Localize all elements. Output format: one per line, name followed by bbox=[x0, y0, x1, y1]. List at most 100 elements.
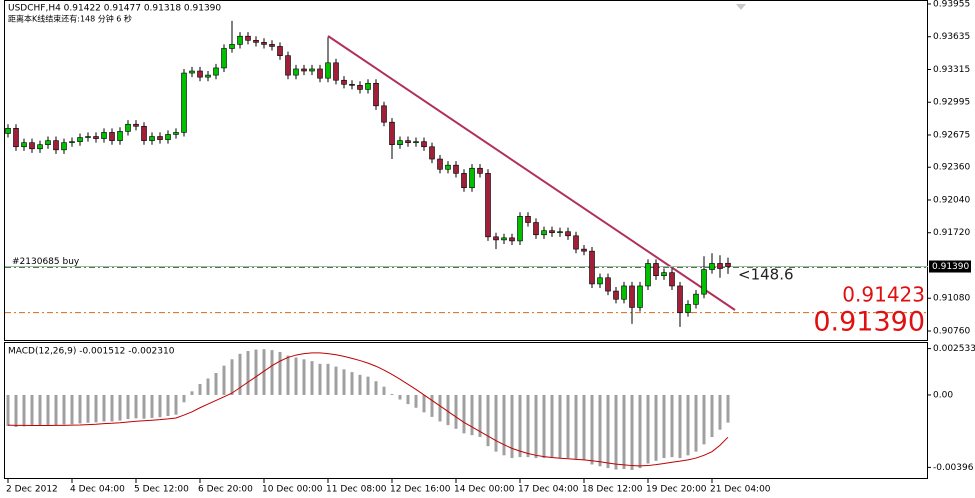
candle-body bbox=[469, 167, 475, 188]
candle-body bbox=[637, 285, 643, 308]
macd-bar bbox=[414, 394, 418, 408]
candle-body bbox=[533, 222, 539, 236]
macd-bar bbox=[550, 394, 554, 459]
macd-bar bbox=[262, 349, 266, 395]
candle-body bbox=[621, 285, 627, 300]
macd-bar bbox=[462, 394, 466, 434]
macd-bar bbox=[118, 394, 122, 421]
macd-bar bbox=[302, 359, 306, 395]
candle-body bbox=[269, 44, 275, 47]
candle-body bbox=[341, 79, 347, 85]
macd-bar bbox=[406, 394, 410, 405]
x-tick-label: 10 Dec 00:00 bbox=[262, 485, 323, 495]
macd-bar bbox=[398, 394, 402, 400]
macd-bar bbox=[86, 394, 90, 423]
macd-bar bbox=[246, 351, 250, 395]
macd-bar bbox=[574, 394, 578, 459]
y-tick-label: 0.93635 bbox=[933, 32, 970, 42]
macd-bar bbox=[326, 363, 330, 395]
macd-bar bbox=[38, 394, 42, 426]
y-tick-label: 0.90760 bbox=[933, 326, 970, 336]
macd-bar bbox=[422, 394, 426, 413]
macd-bar bbox=[470, 394, 474, 436]
x-tick-label: 12 Dec 16:00 bbox=[390, 485, 451, 495]
macd-bar bbox=[334, 366, 338, 395]
macd-bar bbox=[270, 350, 274, 395]
candle-body bbox=[661, 272, 667, 277]
macd-bar bbox=[350, 372, 354, 395]
x-tick-label: 18 Dec 12:00 bbox=[582, 485, 643, 495]
macd-bar bbox=[710, 394, 714, 438]
candle-body bbox=[717, 263, 723, 269]
candle-body bbox=[653, 263, 659, 277]
macd-bar bbox=[22, 394, 26, 427]
macd-bar bbox=[662, 394, 666, 459]
macd-bar bbox=[670, 394, 674, 458]
candle-body bbox=[37, 144, 43, 150]
macd-bar bbox=[294, 357, 298, 395]
candle-body bbox=[709, 263, 715, 270]
candle-body bbox=[117, 131, 123, 141]
x-tick-label: 14 Dec 00:00 bbox=[454, 485, 515, 495]
macd-bar bbox=[390, 394, 394, 395]
candle-body bbox=[61, 142, 67, 151]
price-annotation: 0.91423 bbox=[842, 283, 925, 307]
macd-bar bbox=[582, 394, 586, 460]
candle-body bbox=[317, 68, 323, 79]
y-tick-label: 0.92675 bbox=[933, 130, 970, 140]
macd-bar bbox=[678, 394, 682, 459]
macd-bar bbox=[78, 394, 82, 424]
macd-bar bbox=[654, 394, 658, 461]
candle-body bbox=[221, 48, 227, 69]
candle-body bbox=[381, 105, 387, 123]
macd-bar bbox=[534, 394, 538, 459]
candle-body bbox=[573, 235, 579, 250]
macd-bar bbox=[694, 394, 698, 452]
macd-bar bbox=[230, 359, 234, 395]
candle-body bbox=[261, 42, 267, 45]
macd-bar bbox=[382, 386, 386, 395]
candle-body bbox=[597, 277, 603, 285]
candle-body bbox=[589, 250, 595, 285]
macd-panel bbox=[4, 342, 928, 479]
candle-body bbox=[421, 141, 427, 148]
macd-bar bbox=[46, 394, 50, 426]
candle-body bbox=[429, 146, 435, 160]
macd-bar bbox=[494, 394, 498, 452]
candle-body bbox=[693, 293, 699, 305]
candle-body bbox=[125, 123, 131, 132]
candle-body bbox=[5, 128, 11, 134]
macd-bar bbox=[134, 394, 138, 419]
x-tick-label: 2 Dec 2012 bbox=[6, 485, 58, 495]
y-tick-label: -0.00396 bbox=[933, 463, 974, 473]
macd-bar bbox=[198, 383, 202, 395]
macd-bar bbox=[438, 394, 442, 422]
candle-body bbox=[477, 167, 483, 174]
candle-body bbox=[181, 72, 187, 133]
trend-line bbox=[327, 35, 736, 311]
main-panel bbox=[4, 0, 928, 341]
y-tick-label: 0.91720 bbox=[933, 228, 970, 238]
y-tick-label: 0.92995 bbox=[933, 98, 970, 108]
macd-bar bbox=[358, 374, 362, 395]
candle-body bbox=[437, 158, 443, 170]
x-tick-label: 6 Dec 20:00 bbox=[198, 485, 253, 495]
candle-body bbox=[501, 237, 507, 241]
x-tick-label: 17 Dec 04:00 bbox=[518, 485, 579, 495]
y-tick-label: 0.93315 bbox=[933, 65, 970, 75]
candle-body bbox=[581, 248, 587, 252]
macd-bar bbox=[614, 394, 618, 470]
macd-bar bbox=[310, 361, 314, 395]
macd-bar bbox=[510, 394, 514, 459]
candle-body bbox=[493, 236, 499, 241]
macd-bar bbox=[590, 394, 594, 465]
candle-body bbox=[357, 85, 363, 90]
candle-body bbox=[405, 140, 411, 143]
candle-body bbox=[605, 277, 611, 292]
candle-body bbox=[133, 123, 139, 127]
macd-bar bbox=[150, 394, 154, 418]
macd-bar bbox=[526, 394, 530, 458]
candle-body bbox=[677, 285, 683, 313]
candle-body bbox=[173, 132, 179, 135]
macd-bar bbox=[502, 394, 506, 456]
